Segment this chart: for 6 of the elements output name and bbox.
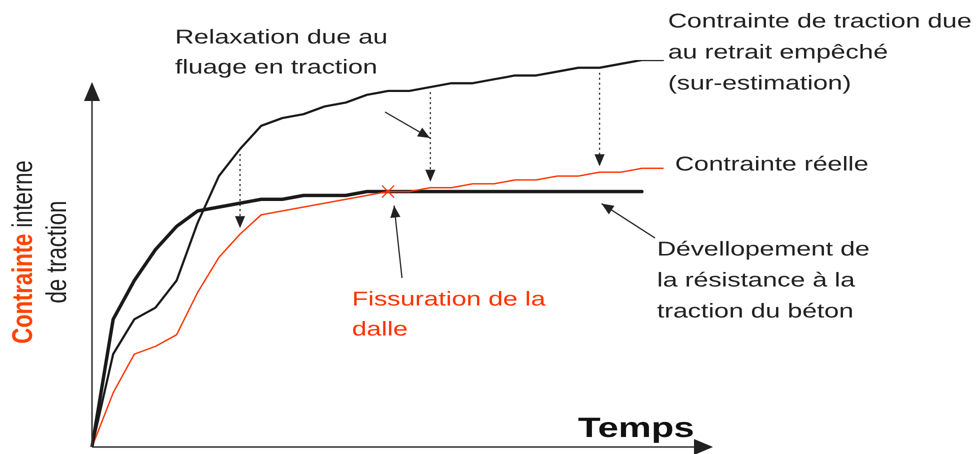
x-axis-title: Temps (578, 411, 694, 443)
annotation: Relaxation due au fluage en traction (175, 26, 388, 78)
text: Dévellopement de la résistance à la traction du béton (657, 238, 870, 322)
annotation: Fissuration de la dalle (352, 288, 547, 340)
series-label: Contrainte réelle (675, 152, 869, 175)
series-label: Contrainte de traction due au retrait empêché (sur-estimation) (668, 10, 972, 94)
